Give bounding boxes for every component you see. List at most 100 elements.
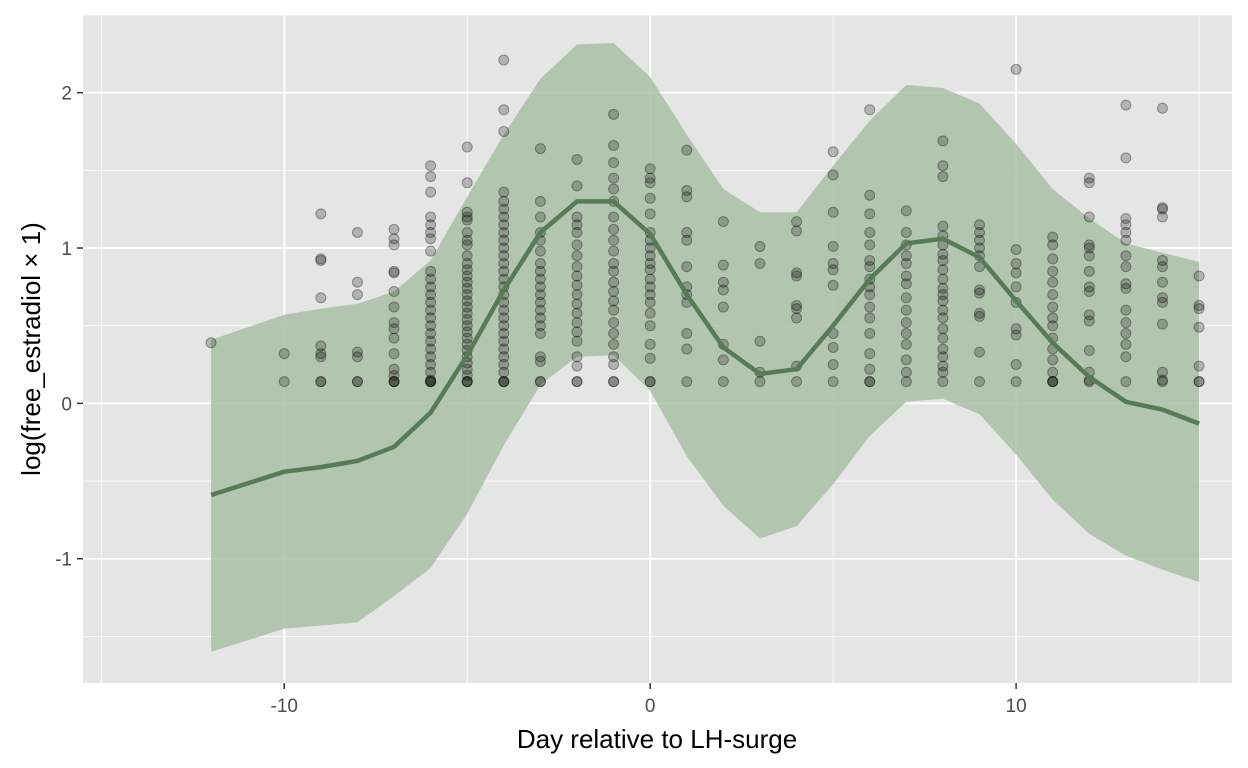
data-point <box>498 351 510 363</box>
data-point <box>937 171 949 183</box>
data-point <box>461 206 473 218</box>
data-point <box>864 301 876 313</box>
data-point <box>425 160 437 172</box>
data-point <box>608 245 620 257</box>
data-point <box>754 376 766 388</box>
data-point <box>498 258 510 270</box>
data-point <box>498 250 510 262</box>
data-point <box>1047 289 1059 301</box>
data-point <box>1010 329 1022 341</box>
data-point <box>827 258 839 270</box>
data-point <box>974 346 986 358</box>
data-point <box>461 282 473 294</box>
data-point <box>1156 292 1168 304</box>
data-point <box>571 360 583 372</box>
data-point <box>1120 376 1132 388</box>
data-point <box>1083 172 1095 184</box>
data-point <box>644 163 656 175</box>
data-point <box>644 352 656 364</box>
data-point <box>388 376 400 388</box>
data-point <box>498 366 510 378</box>
data-point <box>1047 376 1059 388</box>
data-point <box>1010 323 1022 335</box>
data-point <box>461 289 473 301</box>
data-point <box>1083 315 1095 327</box>
data-point <box>425 219 437 231</box>
data-point <box>608 359 620 371</box>
data-point <box>425 226 437 238</box>
data-point <box>864 226 876 238</box>
data-point <box>351 351 363 363</box>
data-point <box>1047 354 1059 366</box>
data-point <box>461 376 473 388</box>
data-point <box>937 273 949 285</box>
data-point <box>864 261 876 273</box>
data-point <box>937 351 949 363</box>
data-point <box>644 273 656 285</box>
data-point <box>937 304 949 316</box>
data-point <box>1083 211 1095 223</box>
data-point <box>864 239 876 251</box>
data-point <box>717 216 729 228</box>
data-point <box>717 259 729 271</box>
data-point <box>1120 226 1132 238</box>
data-point <box>644 250 656 262</box>
data-point <box>681 226 693 238</box>
data-point <box>461 313 473 325</box>
data-point <box>1156 376 1168 388</box>
data-point <box>937 289 949 301</box>
data-point <box>498 327 510 339</box>
data-point <box>1120 152 1132 164</box>
data-point <box>1047 231 1059 243</box>
data-point <box>315 208 327 220</box>
data-point <box>864 363 876 375</box>
data-point <box>1156 366 1168 378</box>
data-point <box>278 348 290 360</box>
data-point <box>864 208 876 220</box>
data-point <box>864 348 876 360</box>
data-point <box>608 376 620 388</box>
data-point <box>461 270 473 282</box>
data-point <box>681 234 693 246</box>
data-point <box>388 348 400 360</box>
data-point <box>1083 309 1095 321</box>
data-point <box>571 226 583 238</box>
data-point <box>315 253 327 265</box>
data-point <box>827 264 839 276</box>
data-point <box>498 343 510 355</box>
data-point <box>498 234 510 246</box>
data-point <box>534 143 546 155</box>
data-point <box>425 376 437 388</box>
data-point <box>1047 301 1059 313</box>
data-point <box>1083 286 1095 298</box>
y-tick-label: 1 <box>61 239 72 260</box>
data-point <box>717 276 729 288</box>
data-point <box>571 317 583 329</box>
data-point <box>1120 234 1132 246</box>
data-point <box>900 366 912 378</box>
data-point <box>644 376 656 388</box>
data-point <box>425 376 437 388</box>
data-point <box>937 295 949 307</box>
data-point <box>388 317 400 329</box>
confidence-ribbon <box>211 43 1200 652</box>
data-point <box>425 374 437 386</box>
data-point <box>1047 376 1059 388</box>
data-point <box>388 286 400 298</box>
data-point <box>864 376 876 388</box>
data-point <box>1156 203 1168 215</box>
data-point <box>534 355 546 367</box>
data-point <box>608 295 620 307</box>
data-point <box>498 219 510 231</box>
data-point <box>498 226 510 238</box>
data-point <box>608 139 620 151</box>
data-point <box>461 214 473 226</box>
y-tick-label: 0 <box>61 394 72 415</box>
data-point <box>1120 261 1132 273</box>
data-point <box>900 376 912 388</box>
data-point <box>608 157 620 169</box>
data-point <box>608 376 620 388</box>
data-point <box>900 292 912 304</box>
data-point <box>937 376 949 388</box>
data-point <box>1010 359 1022 371</box>
